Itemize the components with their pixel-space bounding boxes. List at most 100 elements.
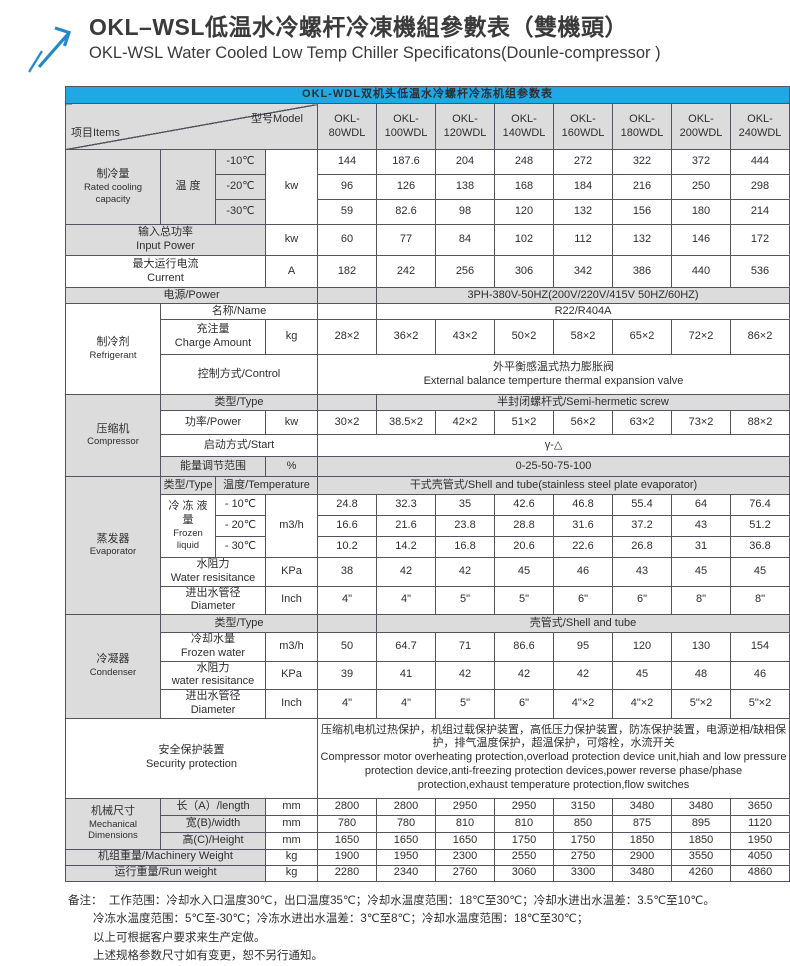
value-cell: 306	[495, 256, 554, 288]
value-cell: 3150	[554, 798, 613, 815]
value-cell: 42	[554, 661, 613, 690]
temp-cell: - 30℃	[216, 537, 266, 558]
model-header-cell: OKL-80WDL	[318, 104, 377, 150]
value-cell: 8"	[672, 586, 731, 615]
condenser-type-value: 壳管式/Shell and tube	[377, 615, 790, 633]
evaporator-temp-label: 温度/Temperature	[216, 477, 318, 495]
unit-cell: m3/h	[266, 633, 318, 662]
row-label-control: 控制方式/Control	[161, 355, 318, 395]
value-cell: 780	[377, 815, 436, 832]
value-cell: 2900	[613, 849, 672, 865]
value-cell: 45	[613, 661, 672, 690]
value-cell: 2760	[436, 865, 495, 881]
value-cell: 45	[495, 558, 554, 587]
value-cell: 3480	[672, 798, 731, 815]
value-cell: 3550	[672, 849, 731, 865]
value-cell: 46	[554, 558, 613, 587]
empty-cell	[318, 615, 377, 633]
value-cell: 536	[731, 256, 790, 288]
brand-arrow-icon	[26, 20, 82, 74]
value-cell: 1650	[377, 832, 436, 849]
value-cell: 444	[731, 150, 790, 175]
value-cell: 440	[672, 256, 731, 288]
value-cell: 64	[672, 495, 731, 516]
value-cell: 46.8	[554, 495, 613, 516]
value-cell: 6"	[554, 586, 613, 615]
value-cell: 156	[613, 200, 672, 225]
row-label-length: 长（A）/length	[161, 798, 266, 815]
value-cell: 77	[377, 225, 436, 256]
value-cell: 56×2	[554, 411, 613, 435]
value-cell: 64.7	[377, 633, 436, 662]
value-cell: 31	[672, 537, 731, 558]
row-label-compressor-power: 功率/Power	[161, 411, 266, 435]
model-header-cell: OKL-100WDL	[377, 104, 436, 150]
value-cell: 1900	[318, 849, 377, 865]
value-cell: 23.8	[436, 516, 495, 537]
value-cell: 96	[318, 175, 377, 200]
value-cell: 102	[495, 225, 554, 256]
row-label-start-mode: 启动方式/Start	[161, 435, 318, 457]
value-cell: 43×2	[436, 320, 495, 355]
value-cell: 3480	[613, 865, 672, 881]
note-line: 冷冻水温度范围：5℃至-30℃；冷冻水进出水温差：3℃至8℃；冷却水温度范围：1…	[68, 910, 790, 929]
value-cell: 42	[436, 558, 495, 587]
value-cell: 248	[495, 150, 554, 175]
value-cell: 98	[436, 200, 495, 225]
value-cell: 214	[731, 200, 790, 225]
spec-table: OKL-WDL双机头低温水冷螺杆冷冻机组参数表 项目Items 型号Model …	[65, 86, 790, 882]
value-cell: 22.6	[554, 537, 613, 558]
value-cell: 14.2	[377, 537, 436, 558]
value-cell: 4860	[731, 865, 790, 881]
value-cell: 4"	[318, 690, 377, 719]
table-title-bar: OKL-WDL双机头低温水冷螺杆冷冻机组参数表	[66, 87, 790, 104]
value-cell: 55.4	[613, 495, 672, 516]
value-cell: 2340	[377, 865, 436, 881]
value-cell: 3300	[554, 865, 613, 881]
note-line: 以上可根据客户要求来生产定做。	[68, 929, 790, 948]
value-cell: 1850	[672, 832, 731, 849]
row-label-refrigerant-name: 名称/Name	[161, 304, 318, 320]
value-cell: 1650	[436, 832, 495, 849]
value-cell: 39	[318, 661, 377, 690]
value-cell: 38	[318, 558, 377, 587]
value-cell: 28×2	[318, 320, 377, 355]
value-cell: 82.6	[377, 200, 436, 225]
row-label-compressor-type: 类型/Type	[161, 395, 318, 411]
value-cell: 5"	[436, 690, 495, 719]
value-cell: 45	[672, 558, 731, 587]
value-cell: 4"	[377, 586, 436, 615]
model-label: 型号Model	[251, 113, 303, 127]
value-cell: 172	[731, 225, 790, 256]
value-cell: 5"×2	[672, 690, 731, 719]
value-cell: 48	[672, 661, 731, 690]
value-cell: 144	[318, 150, 377, 175]
model-header-cell: OKL-180WDL	[613, 104, 672, 150]
value-cell: 1120	[731, 815, 790, 832]
unit-cell: kg	[266, 865, 318, 881]
value-cell: 24.8	[318, 495, 377, 516]
value-cell: 4"	[377, 690, 436, 719]
start-mode-value: γ-△	[318, 435, 790, 457]
value-cell: 10.2	[318, 537, 377, 558]
value-cell: 50	[318, 633, 377, 662]
value-cell: 21.6	[377, 516, 436, 537]
row-label-energy-range: 能量调节范围	[161, 457, 266, 477]
value-cell: 1750	[495, 832, 554, 849]
value-cell: 5"	[436, 586, 495, 615]
unit-cell: kw	[266, 225, 318, 256]
note-prefix: 备注：	[68, 895, 103, 907]
unit-cell: Inch	[266, 586, 318, 615]
row-label-evaporator-type: 类型/Type	[161, 477, 216, 495]
value-cell: 38.5×2	[377, 411, 436, 435]
value-cell: 272	[554, 150, 613, 175]
unit-cell: mm	[266, 798, 318, 815]
value-cell: 72×2	[672, 320, 731, 355]
